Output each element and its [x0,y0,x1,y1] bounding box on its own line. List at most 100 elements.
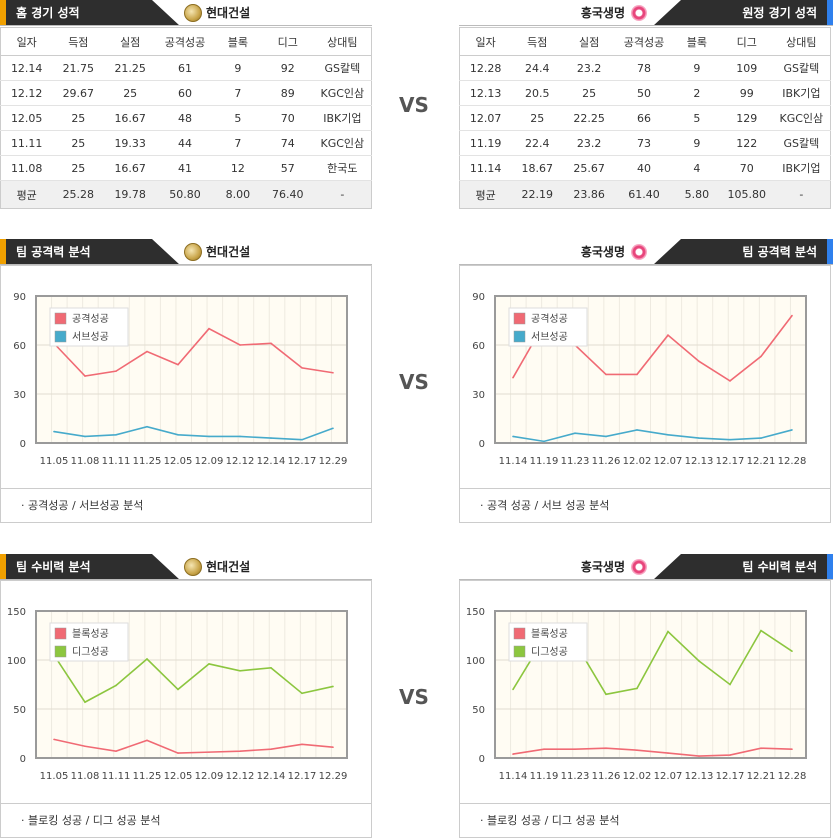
legend-label: 디그성공 [72,646,109,658]
table-cell: 4 [672,155,721,181]
x-tick-label: 12.12 [226,771,255,782]
average-row: 평균 25.28 19.78 50.80 8.00 76.40- [0,180,372,209]
data-point [760,437,762,439]
attack-right-caption: · 공격 성공 / 서브 성공 분석 [460,488,830,522]
x-tick-label: 11.05 [40,456,69,467]
attack-left-team: 현대건설 [184,243,250,261]
data-point [636,429,638,431]
x-tick-label: 12.02 [623,456,652,467]
average-cell: 76.40 [261,180,314,209]
data-point [636,749,638,751]
data-point [729,754,731,756]
column-header: 일자 [0,27,53,56]
data-point [332,746,334,749]
table-cell: 7 [213,130,262,156]
home-header: 홈 경기 성적 현대건설 [0,0,372,26]
defense-left-team-name: 현대건설 [206,560,251,574]
home-team-title: 현대건설 [184,4,250,22]
table-cell: 19.33 [104,130,157,156]
x-tick-label: 12.21 [747,456,776,467]
data-point [177,363,179,366]
x-tick-label: 12.05 [164,771,193,782]
data-point [667,630,669,633]
table-cell: GS칼텍 [313,55,372,81]
table-cell: KGC인삼 [313,80,372,106]
average-row: 평균 22.19 23.86 61.40 5.80 105.80- [459,180,831,209]
table-cell: 12.28 [459,55,512,81]
table-cell: 122 [720,130,773,156]
table-cell: 92 [261,55,314,81]
average-cell: 50.80 [156,180,214,209]
x-tick-label: 11.19 [530,771,559,782]
y-tick-label: 150 [7,607,26,618]
hyundai-emblem-icon [184,243,202,261]
legend-label: 서브성공 [531,331,568,343]
data-point [729,380,731,382]
table-cell: 70 [720,155,773,181]
column-header: 득점 [511,27,564,56]
table-row: 11.19 22.4 23.2 73 9 122 GS칼텍 [459,130,831,156]
attack-right-header: 흥국생명 팀 공격력 분석 [459,239,833,265]
data-point [512,435,514,438]
data-point [270,748,272,750]
data-point [53,430,55,433]
x-tick-label: 12.29 [319,456,348,467]
average-cell: 61.40 [615,180,673,209]
data-point [667,434,669,436]
table-cell: 5 [213,105,262,131]
table-cell: 25 [511,105,564,131]
x-tick-label: 12.13 [685,456,714,467]
table-cell: 12.07 [459,105,512,131]
table-cell: GS칼텍 [772,55,831,81]
defense-left-header: 팀 수비력 분석 현대건설 [0,554,372,580]
data-point [270,667,272,669]
table-cell: 11.11 [0,130,53,156]
table-cell: 23.2 [563,55,616,81]
y-tick-label: 30 [13,390,26,401]
data-point [667,334,669,336]
table-cell: 66 [615,105,673,131]
series-line-0 [512,747,793,757]
table-cell: 20.5 [511,80,564,106]
data-point [698,360,700,363]
table-cell: 99 [720,80,773,106]
table-row: 12.28 24.4 23.2 78 9 109 GS칼텍 [459,55,831,81]
y-tick-label: 0 [479,754,485,765]
data-point [791,314,793,317]
data-point [605,373,607,376]
data-point [301,743,303,746]
series-line-0 [53,738,334,754]
x-tick-label: 11.14 [499,771,528,782]
column-header: 실점 [563,27,616,56]
table-cell: IBK기업 [313,105,372,131]
away-stats-table: 일자 득점 실점 공격성공 블록 디그 상대팀 12.28 24.4 23.2 78 9 109 GS칼텍… [459,27,831,209]
data-point [760,747,762,749]
average-cell: 22.19 [511,180,564,209]
x-tick-label: 11.19 [530,456,559,467]
table-cell: 24.4 [511,55,564,81]
table-row: 12.13 20.5 25 50 2 99 IBK기업 [459,80,831,106]
y-tick-label: 0 [479,439,485,450]
table-cell: 12.05 [0,105,53,131]
data-point [84,745,86,748]
data-point [698,755,700,757]
data-point [605,693,607,696]
legend-label: 서브성공 [72,331,109,343]
away-team-title: 흥국생명 [581,4,649,22]
y-tick-label: 50 [472,705,485,716]
data-point [332,685,334,688]
hyundai-emblem-icon [184,558,202,576]
attack-right-team: 흥국생명 [581,243,649,261]
y-tick-label: 0 [20,439,26,450]
column-header: 블록 [672,27,721,56]
table-cell: 40 [615,155,673,181]
series-line-1 [53,425,334,441]
table-cell: 70 [261,105,314,131]
column-header: 디그 [720,27,773,56]
x-tick-label: 12.02 [623,771,652,782]
data-point [791,650,793,652]
x-tick-label: 11.05 [40,771,69,782]
